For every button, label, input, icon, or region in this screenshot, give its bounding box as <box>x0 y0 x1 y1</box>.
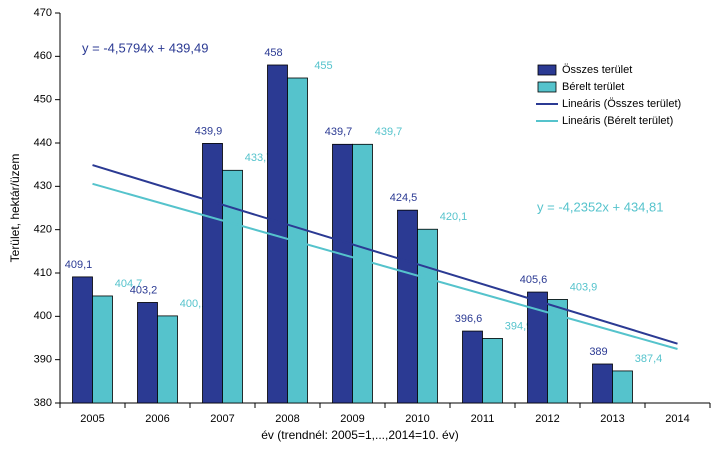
x-tick-label: 2013 <box>600 413 624 425</box>
bar <box>547 299 568 404</box>
value-label: 424,5 <box>390 192 418 204</box>
value-label: 439,7 <box>325 126 353 138</box>
x-tick-label: 2006 <box>145 413 169 425</box>
x-tick-label: 2011 <box>471 413 495 425</box>
legend-swatch <box>537 64 557 76</box>
value-label: 455 <box>314 60 332 72</box>
y-tick-label: 420 <box>34 224 52 236</box>
value-label: 400,1 <box>180 298 208 310</box>
y-tick-label: 470 <box>34 7 52 19</box>
trend-line <box>92 164 678 345</box>
bar <box>332 143 353 404</box>
x-tick-label: 2014 <box>665 413 689 425</box>
value-label: 404,7 <box>115 278 143 290</box>
x-tick-label: 2009 <box>340 413 364 425</box>
value-label: 396,6 <box>455 313 483 325</box>
value-label: 439,7 <box>375 126 403 138</box>
y-tick-label: 410 <box>34 267 52 279</box>
value-label: 409,1 <box>65 259 93 271</box>
value-label: 420,1 <box>440 211 468 223</box>
value-label: 403,9 <box>570 281 598 293</box>
y-tick-label: 460 <box>34 50 52 62</box>
y-tick-label: 390 <box>34 354 52 366</box>
value-label: 394,9 <box>505 320 533 332</box>
y-tick-label: 430 <box>34 180 52 192</box>
bar <box>137 302 158 404</box>
value-label: 439,9 <box>195 125 223 137</box>
bar <box>72 276 93 404</box>
legend-label: Bérelt terület <box>562 81 624 93</box>
y-tick-label: 450 <box>34 94 52 106</box>
bar <box>482 338 503 404</box>
bar <box>222 169 243 404</box>
bar <box>612 370 633 404</box>
x-tick-label: 2012 <box>535 413 559 425</box>
trend-equation: y = -4,5794x + 439,49 <box>82 40 208 55</box>
value-label: 405,6 <box>520 274 548 286</box>
bar <box>592 363 613 404</box>
x-tick-label: 2007 <box>210 413 234 425</box>
value-label: 433,7 <box>245 152 273 164</box>
value-label: 389 <box>589 346 607 358</box>
x-axis-title: év (trendnél: 2005=1,...,2014=10. év) <box>261 428 458 442</box>
legend-label: Összes terület <box>562 64 632 76</box>
bar <box>417 228 438 404</box>
x-tick-label: 2008 <box>275 413 299 425</box>
x-tick-label: 2005 <box>80 413 104 425</box>
value-label: 458 <box>264 47 282 59</box>
bar <box>92 295 113 404</box>
bar <box>202 143 223 404</box>
value-label: 403,2 <box>130 284 158 296</box>
y-tick-label: 400 <box>34 310 52 322</box>
value-label: 387,4 <box>635 353 663 365</box>
trend-equation: y = -4,2352x + 434,81 <box>537 199 663 214</box>
legend-swatch <box>537 81 557 93</box>
y-tick-label: 380 <box>34 397 52 409</box>
bar <box>462 330 483 404</box>
trend-line <box>92 182 678 350</box>
legend-label: Lineáris (Bérelt terület) <box>562 115 673 127</box>
bar <box>287 77 308 404</box>
x-tick-label: 2010 <box>405 413 429 425</box>
y-tick-label: 440 <box>34 137 52 149</box>
y-axis-title: Terület, hektár/üzem <box>8 154 22 263</box>
bar <box>397 209 418 404</box>
bar <box>157 315 178 404</box>
bar <box>352 143 373 404</box>
legend-label: Lineáris (Összes terület) <box>562 98 681 110</box>
